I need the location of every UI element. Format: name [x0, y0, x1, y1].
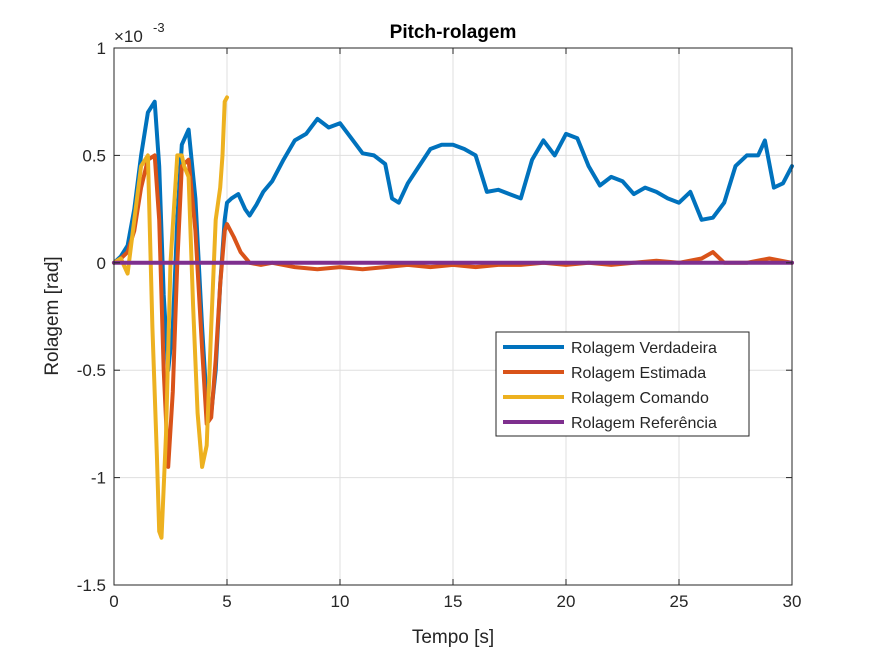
series-layer: [112, 95, 794, 540]
y-exponent-power: -3: [153, 20, 165, 35]
x-tick-label: 10: [331, 592, 350, 611]
y-axis-label: Rolagem [rad]: [42, 256, 63, 375]
x-tick-label: 30: [783, 592, 802, 611]
y-tick-label: -0.5: [77, 361, 106, 380]
ticks: 0 5 10 15 20 25 30 -1.5 -1 -0.5 0 0.5 1: [77, 39, 802, 611]
legend-label: Rolagem Comando: [571, 390, 709, 407]
x-tick-label: 25: [670, 592, 689, 611]
series-line-rolagem-comando: [112, 95, 229, 540]
y-exponent: ×10 -3: [114, 20, 165, 46]
y-exponent-base: ×10: [114, 27, 143, 46]
legend-box: [495, 331, 750, 437]
y-tick-label: 1: [97, 39, 106, 58]
x-tick-label: 5: [222, 592, 231, 611]
chart-title: Pitch-rolagem: [390, 22, 517, 43]
legend-label: Rolagem Referência: [571, 415, 717, 432]
y-tick-label: -1.5: [77, 576, 106, 595]
x-axis-label: Tempo [s]: [412, 627, 494, 648]
legend-label: Rolagem Estimada: [571, 365, 706, 382]
y-tick-label: 0.5: [82, 146, 106, 165]
legend-label: Rolagem Verdadeira: [571, 340, 717, 357]
legend-entries: Rolagem Verdadeira Rolagem Estimada Rolage…: [503, 340, 717, 432]
x-tick-label: 0: [109, 592, 118, 611]
y-tick-label: -1: [91, 469, 106, 488]
legend: Rolagem Verdadeira Rolagem Estimada Rolage…: [495, 331, 750, 437]
x-tick-label: 15: [444, 592, 463, 611]
series-line-rolagem-verdadeira: [112, 99, 794, 416]
x-tick-label: 20: [557, 592, 576, 611]
y-tick-label: 0: [97, 254, 106, 273]
